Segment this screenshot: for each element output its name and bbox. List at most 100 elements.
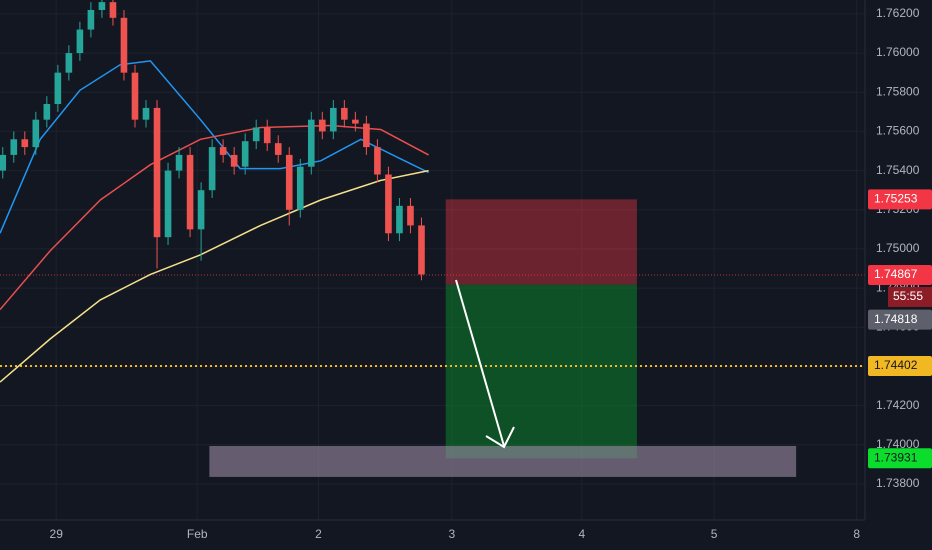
candle xyxy=(65,45,73,81)
candle-body xyxy=(21,139,29,148)
candle xyxy=(208,139,216,199)
candle-body xyxy=(241,141,249,167)
candle-body xyxy=(0,154,7,171)
candle xyxy=(76,21,84,61)
candle-body xyxy=(164,170,172,238)
candle xyxy=(10,131,18,163)
candle xyxy=(219,139,227,163)
y-tick-label: 1.75600 xyxy=(876,124,920,138)
candle-body xyxy=(307,119,315,167)
price-label-box xyxy=(868,189,932,210)
candle xyxy=(307,111,315,175)
price-label: 1.74818 xyxy=(874,312,918,326)
candle xyxy=(396,198,403,242)
candle-body xyxy=(363,123,370,148)
candle-body xyxy=(219,147,227,155)
candle-body xyxy=(208,147,216,191)
x-tick-label: 4 xyxy=(578,527,585,541)
candle-body xyxy=(98,2,106,10)
candle-body xyxy=(54,72,62,104)
candle-body xyxy=(10,139,18,155)
candle xyxy=(296,158,304,218)
countdown-box xyxy=(888,286,932,307)
y-tick-label: 1.75000 xyxy=(876,241,920,255)
current-price-label: 1.74867 xyxy=(874,267,918,281)
candle-body xyxy=(252,127,260,142)
candle-body xyxy=(418,225,425,275)
candle xyxy=(330,100,337,140)
candle-body xyxy=(274,143,282,155)
x-tick-label: 8 xyxy=(853,527,860,541)
candle xyxy=(21,131,29,155)
candle-body xyxy=(341,107,348,120)
candle xyxy=(131,64,139,128)
y-tick-label: 1.75800 xyxy=(876,84,920,98)
candle xyxy=(230,147,238,175)
candle-body xyxy=(120,17,128,73)
candle xyxy=(175,147,183,179)
candle-body xyxy=(65,53,73,73)
candle xyxy=(385,166,392,242)
price-label: 1.75253 xyxy=(874,192,918,206)
y-tick-label: 1.75400 xyxy=(876,163,920,177)
candle-body xyxy=(87,9,95,30)
candle xyxy=(54,64,62,112)
candle xyxy=(263,119,271,152)
candle xyxy=(374,139,381,183)
x-tick-label: 29 xyxy=(50,527,64,541)
plot xyxy=(0,0,865,477)
candle-body xyxy=(396,205,403,234)
x-tick-label: 3 xyxy=(448,527,455,541)
grid xyxy=(0,0,865,520)
candle-body xyxy=(131,72,139,120)
candle xyxy=(341,100,348,128)
y-tick-label: 1.74000 xyxy=(876,437,920,451)
candle-body xyxy=(142,107,150,120)
arrow xyxy=(455,279,515,449)
candle xyxy=(418,217,425,281)
candle-body xyxy=(319,119,326,132)
candle xyxy=(274,135,282,163)
candle-body xyxy=(263,127,271,144)
candle-body xyxy=(296,166,304,210)
stop-zone xyxy=(445,199,637,285)
y-tick-label: 1.73800 xyxy=(876,476,920,490)
candle xyxy=(319,111,326,140)
candle xyxy=(43,96,51,128)
target-zone xyxy=(445,284,637,459)
candle-body xyxy=(109,2,117,18)
x-tick-label: 5 xyxy=(711,527,718,541)
candle xyxy=(252,119,260,150)
current-price-label-box xyxy=(868,264,932,285)
candle-body xyxy=(407,205,414,226)
candle-body xyxy=(374,147,381,175)
level-label-box xyxy=(868,356,932,377)
candle xyxy=(352,111,359,132)
candle xyxy=(142,100,150,128)
candle-body xyxy=(186,154,194,230)
candle xyxy=(241,133,249,175)
candle xyxy=(186,147,194,238)
candle-body xyxy=(230,154,238,167)
x-tick-label: Feb xyxy=(187,527,208,541)
candle xyxy=(120,9,128,81)
candle xyxy=(197,182,205,261)
candle-body xyxy=(330,107,337,132)
candle-body xyxy=(153,107,161,238)
candle-body xyxy=(32,119,40,148)
y-tick-label: 1.76200 xyxy=(876,6,920,20)
candle xyxy=(87,2,95,38)
candle xyxy=(153,100,161,269)
price-label: 1.73931 xyxy=(874,450,918,464)
axes: 1.76200 1.76000 1.75800 1.75600 1.75400 1.752… xyxy=(50,6,932,541)
countdown: 55:55 xyxy=(893,289,923,303)
candle xyxy=(98,0,106,18)
candle-body xyxy=(76,29,84,54)
y-tick-label: 1.76000 xyxy=(876,45,920,59)
candle xyxy=(32,111,40,155)
y-tick-label: 1.74200 xyxy=(876,398,920,412)
candle xyxy=(0,147,7,179)
moving-average xyxy=(0,169,429,383)
candle xyxy=(164,162,172,246)
price-label-box xyxy=(868,448,932,469)
